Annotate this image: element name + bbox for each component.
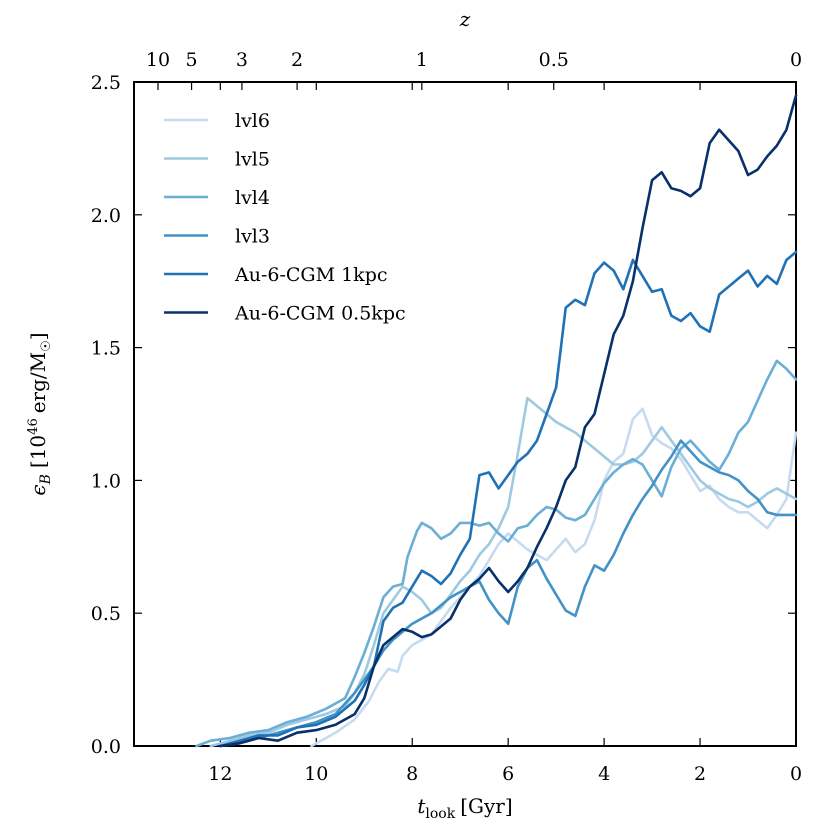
y-axis-label-unit: erg/M: [26, 352, 50, 413]
y-axis-label-symbol: ϵ: [26, 484, 50, 495]
top-tick-label: 10: [146, 49, 170, 71]
y-tick-label: 2.5: [91, 72, 121, 94]
legend: lvl6 lvl5 lvl4 lvl3 Au-6-CGM 1kpc Au-6-CGM 0.…: [164, 110, 406, 325]
top-tick-label: 0.5: [539, 49, 569, 71]
legend-label: lvl6: [235, 110, 270, 132]
y-tick-label: 2.0: [91, 205, 121, 227]
y-axis-ticks: 0.0 0.5 1.0 1.5 2.0 2.5: [91, 72, 796, 758]
x-axis-label-unit: [Gyr]: [460, 794, 512, 818]
legend-label: Au-6-CGM 0.5kpc: [234, 303, 406, 325]
x-tick-label: 4: [598, 763, 610, 785]
y-tick-label: 1.5: [91, 338, 121, 360]
top-tick-label: 1: [416, 49, 428, 71]
y-axis-label-exponent: 46: [26, 418, 41, 435]
series-line-lvl6: [310, 407, 798, 748]
y-axis-label-prefix: [10: [26, 435, 50, 468]
y-tick-label: 0.5: [91, 603, 121, 625]
top-tick-label: 5: [186, 49, 198, 71]
top-axis-label: z: [459, 7, 471, 31]
legend-label: lvl5: [235, 149, 270, 171]
plot-frame: [133, 81, 797, 747]
x-axis-label-subscript: look: [425, 806, 455, 822]
x-tick-label: 2: [694, 763, 706, 785]
series-line-au-6-cgm-1kpc: [219, 250, 798, 748]
x-tick-label: 10: [304, 763, 328, 785]
top-tick-label: 2: [291, 49, 303, 71]
x-axis-label: tlook [Gyr]: [417, 794, 512, 822]
legend-label: Au-6-CGM 1kpc: [234, 264, 388, 286]
series-line-lvl3: [219, 439, 798, 748]
x-tick-label: 0: [790, 763, 802, 785]
x-tick-label: 6: [502, 763, 514, 785]
y-axis-label-subscript: B: [38, 474, 54, 485]
y-tick-label: 0.0: [91, 736, 121, 758]
x-axis-ticks: 12 10 8 6 4 2 0: [208, 82, 802, 785]
top-tick-label: 3: [236, 49, 248, 71]
legend-label: lvl3: [235, 226, 270, 248]
series-line-lvl4: [195, 359, 798, 748]
y-axis-label-sun: ☉: [39, 340, 54, 352]
y-axis-label: ϵB [1046 erg/M☉]: [26, 332, 54, 495]
legend-label: lvl4: [235, 187, 270, 209]
y-tick-label: 1.0: [91, 470, 121, 492]
series-line-lvl5: [209, 396, 798, 748]
y-axis-label-close: ]: [26, 332, 50, 340]
series-layer: [195, 94, 798, 748]
x-axis-label-symbol: t: [417, 794, 426, 818]
series-line-au-6-cgm-0-5kpc: [219, 94, 798, 748]
x-tick-label: 8: [406, 763, 418, 785]
top-tick-label: 0: [790, 49, 802, 71]
x-tick-label: 12: [208, 763, 232, 785]
top-axis-ticks: 10 5 3 2 1 0.5 0: [146, 49, 802, 90]
